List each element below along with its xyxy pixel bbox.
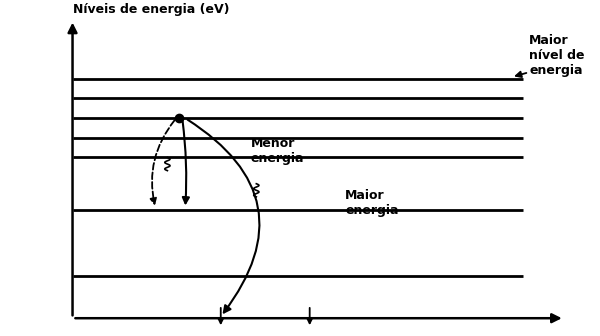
Text: Níveis de energia (eV): Níveis de energia (eV) [73, 3, 229, 16]
Text: Maior
nível de
energia: Maior nível de energia [529, 34, 584, 77]
Text: Menor
energia: Menor energia [250, 137, 304, 165]
Text: Maior
energia: Maior energia [345, 190, 399, 217]
